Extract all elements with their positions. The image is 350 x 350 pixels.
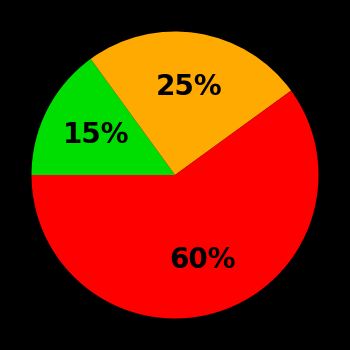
Text: 60%: 60% [169,246,236,274]
Wedge shape [32,91,318,318]
Wedge shape [91,32,291,175]
Text: 15%: 15% [63,121,129,149]
Wedge shape [32,59,175,175]
Text: 25%: 25% [156,73,222,101]
